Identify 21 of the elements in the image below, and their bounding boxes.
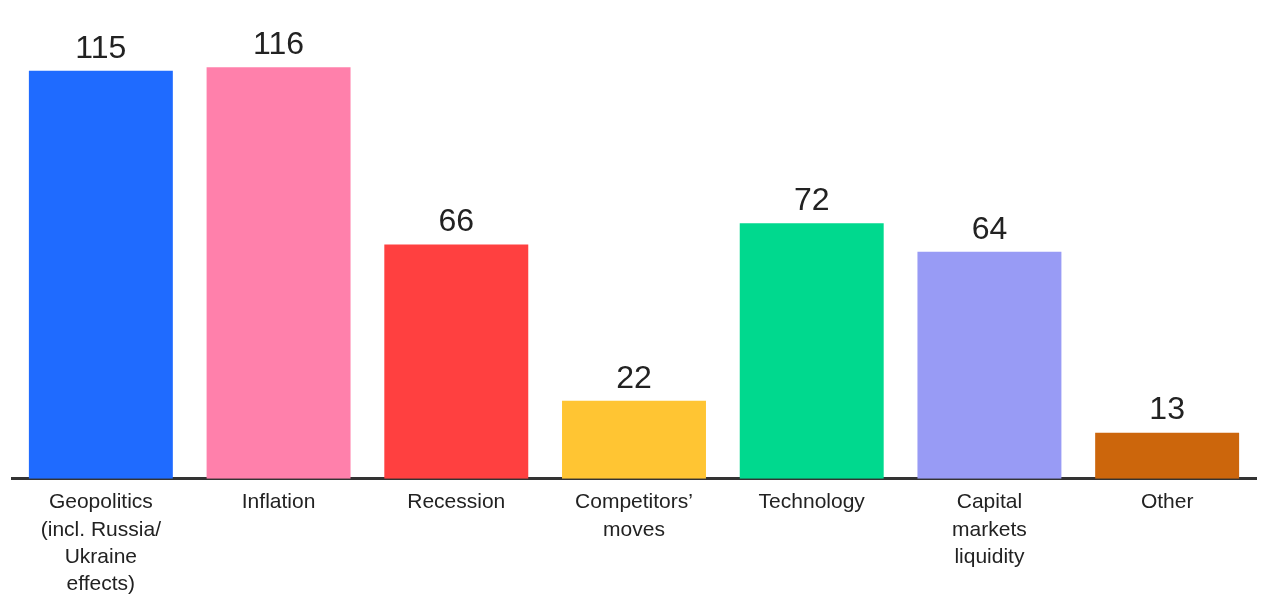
data-label: 64 (971, 209, 1008, 246)
data-label: 115 (75, 28, 127, 65)
x-tick-label: Other (1140, 489, 1194, 513)
bar (28, 70, 173, 479)
x-tick-label: Technology (758, 489, 866, 513)
bar (384, 244, 529, 479)
x-tick-label: Recession (407, 489, 506, 513)
bar (917, 251, 1062, 479)
x-tick-label: Inflation (241, 489, 316, 513)
data-label: 22 (616, 358, 652, 395)
x-tick-label: Capital markets liquidity (952, 489, 1027, 567)
x-tick-label: Competitors’ moves (575, 489, 693, 540)
bar (739, 223, 884, 479)
data-label: 72 (793, 181, 830, 218)
bar (206, 67, 351, 479)
bar (1095, 432, 1240, 479)
x-tick-label: Geopolitics (incl. Russia/ Ukraine effects) (40, 489, 162, 595)
data-label: 13 (1149, 390, 1185, 427)
data-label: 66 (438, 202, 475, 239)
data-label: 116 (253, 25, 305, 62)
bar (562, 400, 706, 479)
